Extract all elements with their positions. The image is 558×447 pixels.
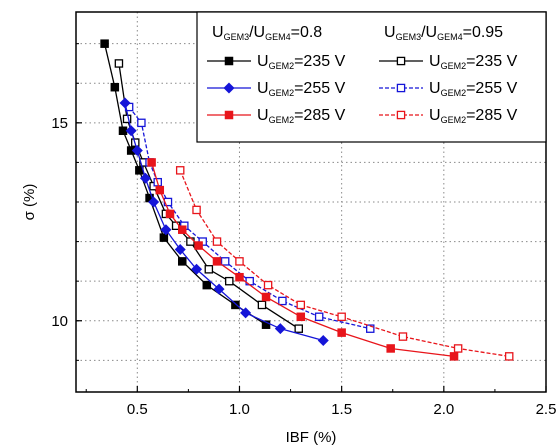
- data-point-marker: [165, 209, 175, 219]
- data-point-marker: [274, 323, 286, 335]
- legend-entry-label: UGEM2=235 V: [257, 53, 346, 71]
- data-point-marker: [160, 224, 172, 236]
- series-line: [179, 170, 510, 358]
- data-point-marker: [186, 237, 195, 246]
- data-point-marker: [212, 257, 222, 266]
- data-point-marker: [118, 126, 128, 136]
- data-point-marker: [223, 82, 235, 94]
- y-axis-label: σ (%): [21, 184, 38, 221]
- data-point-marker: [159, 233, 169, 242]
- series-layer: [100, 39, 514, 361]
- series-ratio-0.95-285v: [175, 166, 514, 361]
- legend-entry-label: UGEM2=285 V: [429, 107, 518, 125]
- data-point-marker: [294, 324, 303, 333]
- y-tick-label: 10: [51, 313, 68, 330]
- data-point-marker: [314, 312, 324, 322]
- legend-entry-label: UGEM2=285 V: [257, 107, 346, 125]
- data-point-marker: [504, 352, 514, 361]
- data-point-marker: [110, 82, 120, 92]
- data-point-marker: [396, 110, 406, 120]
- legend-entry-label: UGEM2=235 V: [429, 53, 518, 71]
- x-tick-label: 0.5: [127, 401, 148, 418]
- data-point-marker: [147, 158, 156, 167]
- legend-entry-label: UGEM2=255 V: [257, 80, 346, 98]
- legend-box: [196, 11, 547, 143]
- data-point-marker: [231, 300, 240, 310]
- data-point-marker: [261, 292, 271, 302]
- data-point-marker: [178, 225, 187, 234]
- data-point-marker: [213, 283, 225, 295]
- legend-entry-label: UGEM2=255 V: [429, 80, 518, 98]
- data-point-marker: [449, 352, 459, 361]
- series-line: [128, 106, 371, 330]
- data-point-marker: [100, 39, 109, 48]
- data-point-marker: [202, 280, 212, 290]
- data-point-marker: [398, 332, 408, 341]
- data-point-marker: [296, 300, 306, 310]
- data-point-marker: [296, 312, 306, 322]
- data-point-marker: [212, 237, 222, 246]
- data-point-marker: [317, 335, 329, 347]
- y-tick-label: 15: [51, 115, 68, 132]
- data-point-marker: [225, 276, 234, 286]
- data-point-marker: [175, 166, 185, 175]
- data-point-marker: [178, 257, 187, 266]
- data-point-marker: [453, 344, 463, 353]
- data-point-marker: [386, 344, 395, 353]
- data-point-marker: [235, 257, 244, 266]
- legend: UGEM3/UGEM4=0.8 UGEM3/UGEM4=0.95 UGEM2=235…: [196, 11, 547, 143]
- x-axis-label: IBF (%): [286, 429, 337, 446]
- data-point-marker: [396, 83, 406, 93]
- data-point-marker: [240, 307, 252, 319]
- data-point-marker: [263, 280, 273, 290]
- data-point-marker: [220, 257, 230, 266]
- x-tick-label: 2.0: [433, 401, 454, 418]
- data-point-marker: [139, 172, 151, 184]
- data-point-marker: [224, 110, 234, 120]
- data-point-marker: [257, 300, 267, 310]
- data-point-marker: [396, 56, 406, 66]
- data-point-marker: [261, 320, 271, 329]
- data-point-marker: [131, 145, 143, 157]
- data-point-marker: [204, 265, 214, 274]
- data-point-marker: [148, 196, 160, 208]
- data-point-marker: [278, 296, 287, 306]
- legend-header: UGEM3/UGEM4=0.8: [212, 24, 322, 42]
- data-point-marker: [194, 241, 203, 250]
- data-point-marker: [337, 312, 346, 322]
- data-point-marker: [337, 328, 346, 337]
- data-point-marker: [174, 243, 186, 256]
- legend-header: UGEM3/UGEM4=0.95: [384, 24, 503, 42]
- data-point-marker: [235, 272, 244, 282]
- data-point-marker: [114, 59, 124, 68]
- data-point-marker: [224, 56, 234, 66]
- data-point-marker: [125, 125, 137, 137]
- data-point-marker: [192, 205, 201, 215]
- x-tick-label: 1.0: [229, 401, 250, 418]
- data-point-marker: [366, 324, 375, 333]
- series-ratio-0.8-285v: [147, 158, 459, 361]
- data-point-marker: [137, 118, 146, 128]
- x-tick-label: 1.5: [331, 401, 352, 418]
- series-ratio-0.8-255v: [119, 97, 329, 347]
- x-tick-label: 2.5: [536, 401, 557, 418]
- data-point-marker: [119, 97, 131, 109]
- axis-ticks: 0.5 1.0 1.5 2.0 2.5 10 15: [51, 43, 557, 418]
- data-point-marker: [191, 263, 203, 275]
- data-point-marker: [155, 185, 165, 195]
